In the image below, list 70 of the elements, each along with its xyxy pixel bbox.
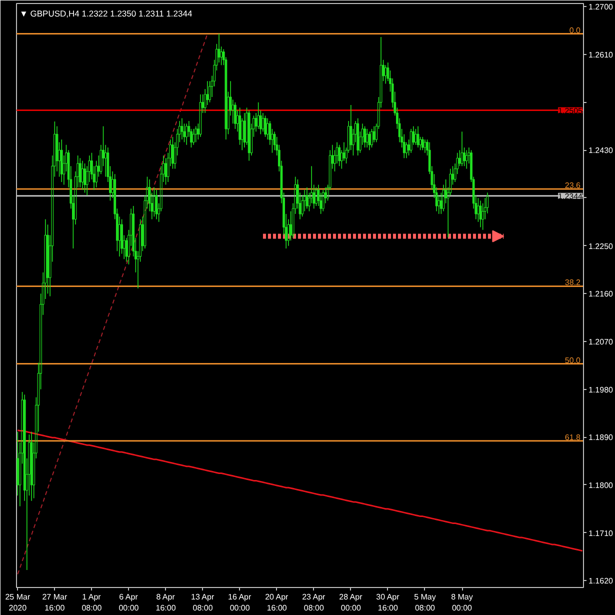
y-tick-label: 1.1620	[588, 576, 614, 586]
x-tick-label: 25 Mar 2020	[5, 592, 30, 612]
x-tick-label: 8 Apr 16:00	[156, 592, 176, 612]
line-series	[16, 429, 584, 552]
candlestick	[262, 112, 264, 132]
y-tick-label: 1.2610	[588, 50, 614, 60]
candlestick	[342, 142, 346, 162]
candlestick	[160, 166, 162, 212]
x-tick-label: 5 May 08:00	[414, 592, 436, 612]
x-tick-label: 8 May 00:00	[451, 592, 473, 612]
candlestick	[273, 131, 276, 151]
annotation: 38.2	[564, 278, 582, 288]
candlestick	[366, 128, 368, 148]
candlestick	[78, 158, 82, 188]
annotation: 23.6	[564, 180, 582, 190]
y-tick-label: 1.2430	[588, 146, 614, 156]
ref-line-label: 1.2505	[558, 106, 584, 116]
candlestick	[435, 186, 438, 212]
candlestick	[185, 123, 188, 146]
x-tick-label: 6 Apr 00:00	[118, 592, 140, 612]
candlestick	[266, 118, 269, 140]
candlestick	[484, 198, 486, 220]
ref-line-label: 1.2344	[558, 192, 584, 201]
candlestick	[81, 160, 84, 190]
candlestick	[206, 80, 209, 106]
candlestick	[243, 112, 246, 148]
candlestick	[356, 118, 360, 156]
candlestick	[180, 118, 184, 140]
candlestick	[310, 166, 313, 204]
candlestick	[424, 139, 426, 154]
annotation: 0.0	[569, 26, 582, 35]
x-tick-label: 23 Apr 08:00	[302, 592, 326, 612]
candlestick	[192, 128, 195, 146]
y-tick-label: 1.1800	[588, 480, 614, 490]
x-tick-label: 16 Apr 00:00	[228, 592, 252, 612]
candlestick	[232, 99, 234, 124]
y-tick-label: 1.1890	[588, 433, 614, 442]
x-tick-label: 27 Mar 16:00	[42, 592, 68, 612]
candlestick	[465, 150, 468, 170]
candlestick	[322, 190, 324, 212]
line-series	[17, 33, 208, 575]
candlestick	[449, 168, 452, 196]
x-tick-label: 13 Apr 08:00	[191, 592, 214, 612]
candlestick	[416, 126, 420, 148]
candlestick	[368, 131, 371, 151]
y-tick-label: 1.1710	[588, 528, 614, 538]
candlestick	[303, 190, 306, 212]
x-tick-label: 1 Apr 08:00	[82, 592, 102, 612]
candlestick	[132, 206, 135, 257]
y-tick-label: 1.1980	[588, 385, 614, 394]
y-tick-label: 1.2070	[588, 337, 614, 346]
x-tick-label: 20 Apr 16:00	[265, 592, 289, 612]
candlestick	[30, 431, 33, 502]
candlestick	[336, 142, 338, 164]
x-tick-label: 28 Apr 00:00	[339, 592, 363, 612]
annotation: 61.8	[564, 432, 582, 442]
x-tick-label: 30 Apr 16:00	[376, 592, 400, 612]
text: ▼ GBPUSD,H4 1.2322 1.2350 1.2311 1.2344	[20, 8, 192, 18]
candlestick	[384, 64, 387, 84]
candlestick	[60, 139, 63, 182]
y-tick-label: 1.2250	[588, 242, 614, 251]
candlestick	[405, 142, 408, 159]
y-tick-label: 1.2700	[588, 2, 614, 12]
candlestick	[118, 216, 121, 257]
candlestick	[438, 194, 440, 214]
candlestick	[148, 178, 151, 212]
candlestick	[88, 155, 91, 182]
candlestick	[199, 94, 202, 138]
annotation: 50.0	[564, 356, 582, 365]
y-tick-label: 1.2160	[588, 290, 614, 299]
